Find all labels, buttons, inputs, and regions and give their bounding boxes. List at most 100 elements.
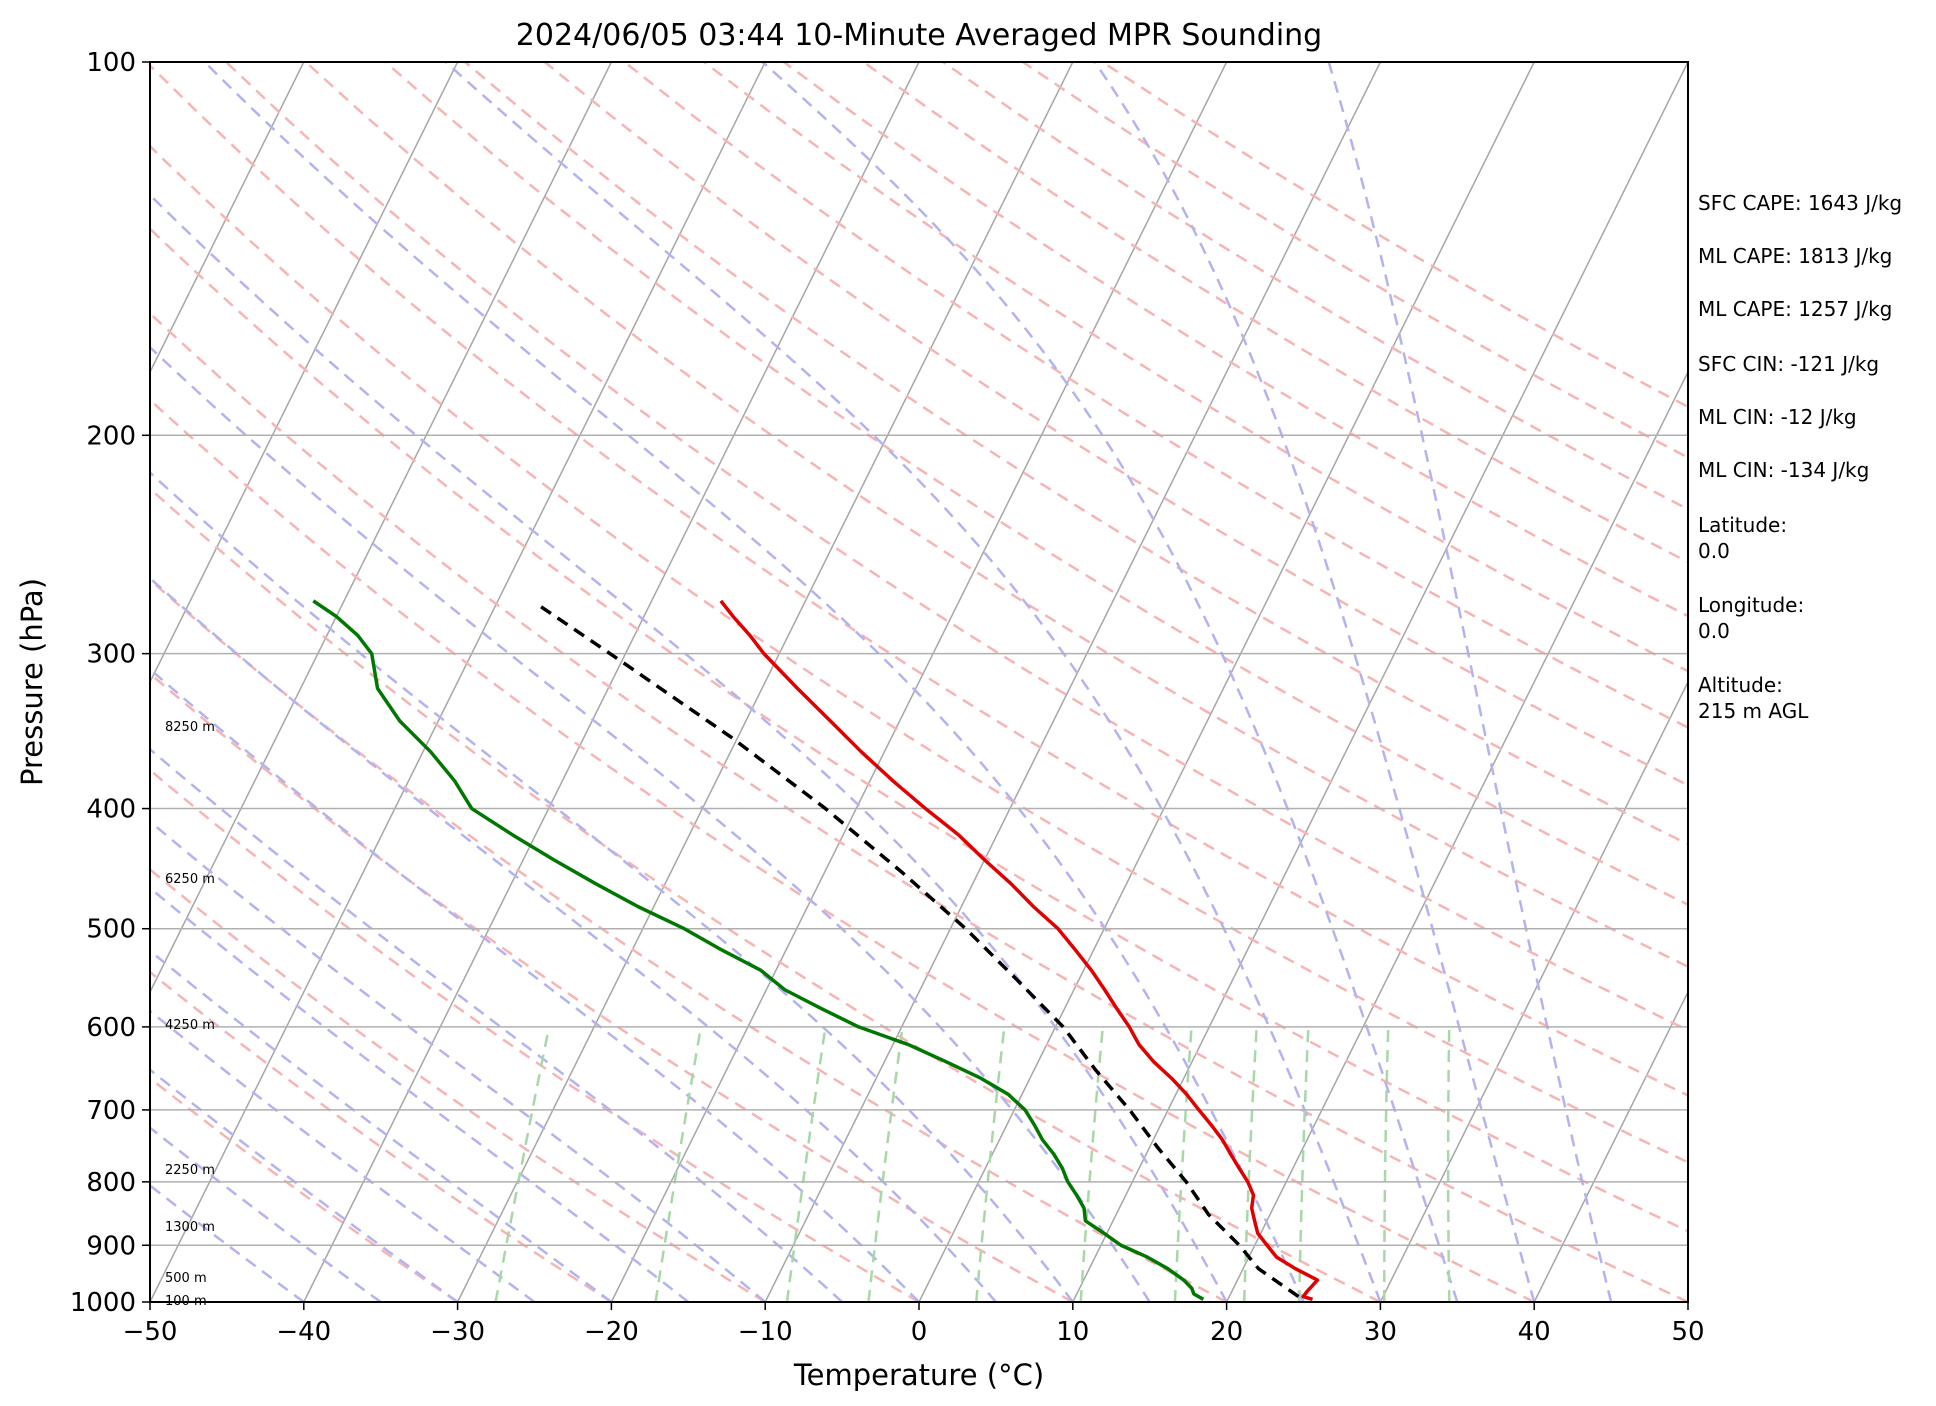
y-tick-label: 400: [86, 795, 136, 825]
dry-adiabat: [225, 62, 1688, 1032]
y-tick-label: 900: [86, 1231, 136, 1261]
isotherm: [1533, 990, 1688, 1302]
dry-adiabat: [384, 62, 1688, 907]
mixing-ratio-line: [1297, 1026, 1310, 1302]
longitude-label: Longitude:: [1698, 593, 1804, 617]
dry-adiabat: [150, 768, 920, 1302]
dry-adiabat: [862, 62, 1688, 564]
mixing-ratio-line: [1079, 1026, 1105, 1302]
y-tick-label: 100: [86, 48, 136, 78]
dry-adiabat: [150, 63, 1688, 1097]
ml-cin-2-text: ML CIN: -134 J/kg: [1698, 458, 1869, 482]
dry-adiabat: [150, 867, 766, 1302]
mixing-ratio-line: [494, 1026, 551, 1302]
isotherm: [150, 62, 613, 994]
chart-title: 2024/06/05 03:44 10-Minute Averaged MPR …: [516, 18, 1322, 53]
y-tick-label: 200: [86, 421, 136, 451]
y-tick-label: 600: [86, 1013, 136, 1043]
sfc-cape-text: SFC CAPE: 1643 J/kg: [1698, 191, 1902, 215]
latitude-label: Latitude:: [1698, 513, 1787, 537]
moist-adiabat: [150, 470, 1074, 1302]
isotherm: [1072, 62, 1688, 1302]
dry-adiabat: [150, 226, 1688, 1233]
moist-adiabat: [150, 1009, 536, 1302]
height-labels: 100 m 500 m 1300 m 2250 m 4250 m 6250 m 8250 m: [165, 720, 215, 1309]
y-tick-label: 1000: [70, 1288, 136, 1318]
y-tick-label: 800: [86, 1168, 136, 1198]
x-axis-label: Temperature (°C): [793, 1358, 1044, 1392]
mixing-ratio-line: [867, 1026, 904, 1302]
isotherm: [1225, 370, 1688, 1302]
x-tick-label: 10: [1056, 1317, 1089, 1347]
moist-adiabat: [150, 667, 920, 1302]
moist-adiabat: [150, 819, 767, 1302]
isotherm: [150, 62, 459, 684]
longitude-value: 0.0: [1698, 619, 1730, 643]
x-axis-ticks: −50 −40 −30 −20 −10 0 10 20 30 40 50: [123, 1302, 1705, 1347]
side-info-panel: SFC CAPE: 1643 J/kg ML CAPE: 1813 J/kg M…: [1698, 191, 1902, 723]
moist-adiabat: [150, 886, 690, 1302]
ml-cape-2-text: ML CAPE: 1257 J/kg: [1698, 297, 1892, 321]
x-tick-label: −50: [123, 1317, 178, 1347]
dry-adiabat: [150, 144, 1688, 1164]
height-label: 8250 m: [165, 720, 215, 735]
moist-adiabat: [1093, 62, 1536, 1302]
x-tick-label: −10: [738, 1317, 793, 1347]
x-tick-label: −30: [430, 1317, 485, 1347]
isotherm: [150, 62, 305, 374]
altitude-value: 215 m AGL: [1698, 699, 1809, 723]
height-label: 500 m: [165, 1271, 207, 1286]
dry-adiabat: [150, 671, 1074, 1302]
height-label: 6250 m: [165, 872, 215, 887]
moist-adiabat: [203, 62, 1305, 1302]
mixing-ratio-line: [785, 1026, 827, 1302]
sfc-cin-text: SFC CIN: -121 J/kg: [1698, 352, 1879, 376]
x-tick-label: 40: [1518, 1317, 1551, 1347]
moist-adiabat: [444, 62, 1382, 1302]
moist-adiabat: [150, 1183, 305, 1302]
isotherm: [456, 62, 1074, 1302]
dry-adiabat: [150, 398, 1535, 1302]
altitude-label: Altitude:: [1698, 673, 1783, 697]
moist-adiabat: [150, 1126, 382, 1302]
x-tick-label: −20: [584, 1317, 639, 1347]
dewpoint-line: [312, 599, 1205, 1301]
height-label: 100 m: [165, 1294, 207, 1309]
isotherm: [610, 62, 1228, 1302]
moist-adiabat: [150, 949, 613, 1302]
dry-adiabat: [623, 62, 1688, 729]
x-tick-label: 0: [911, 1317, 928, 1347]
y-axis-ticks: 1000 900 800 700 600 500 400 300 200 100: [70, 48, 150, 1318]
dry-adiabat: [150, 487, 1381, 1302]
height-label: 4250 m: [165, 1018, 215, 1033]
temperature-line: [719, 599, 1320, 1301]
x-tick-label: 50: [1671, 1317, 1704, 1347]
moist-adiabat: [150, 345, 1151, 1302]
dry-adiabat: [304, 62, 1688, 969]
isotherm: [918, 62, 1535, 1302]
x-tick-label: −40: [276, 1317, 331, 1347]
y-tick-label: 700: [86, 1096, 136, 1126]
isotherm: [150, 62, 766, 1302]
background-lines: [150, 62, 1688, 1302]
mixing-ratio-line: [1383, 1026, 1390, 1302]
height-label: 2250 m: [165, 1163, 215, 1178]
y-tick-label: 300: [86, 640, 136, 670]
isotherm: [764, 62, 1382, 1302]
dry-adiabat: [150, 1076, 459, 1302]
y-tick-label: 500: [86, 915, 136, 945]
ml-cape-text: ML CAPE: 1813 J/kg: [1698, 244, 1892, 268]
moist-adiabat: [1327, 62, 1613, 1302]
y-axis-label: Pressure (hPa): [15, 578, 49, 786]
dry-adiabat: [150, 578, 1228, 1302]
x-tick-label: 30: [1364, 1317, 1397, 1347]
height-label: 1300 m: [165, 1220, 215, 1235]
dry-adiabat: [150, 311, 1688, 1302]
moist-adiabat: [150, 1068, 459, 1302]
ml-cin-text: ML CIN: -12 J/kg: [1698, 405, 1857, 429]
latitude-value: 0.0: [1698, 539, 1730, 563]
data-lines: [312, 599, 1320, 1301]
x-tick-label: 20: [1210, 1317, 1243, 1347]
moist-adiabat: [761, 62, 1459, 1302]
